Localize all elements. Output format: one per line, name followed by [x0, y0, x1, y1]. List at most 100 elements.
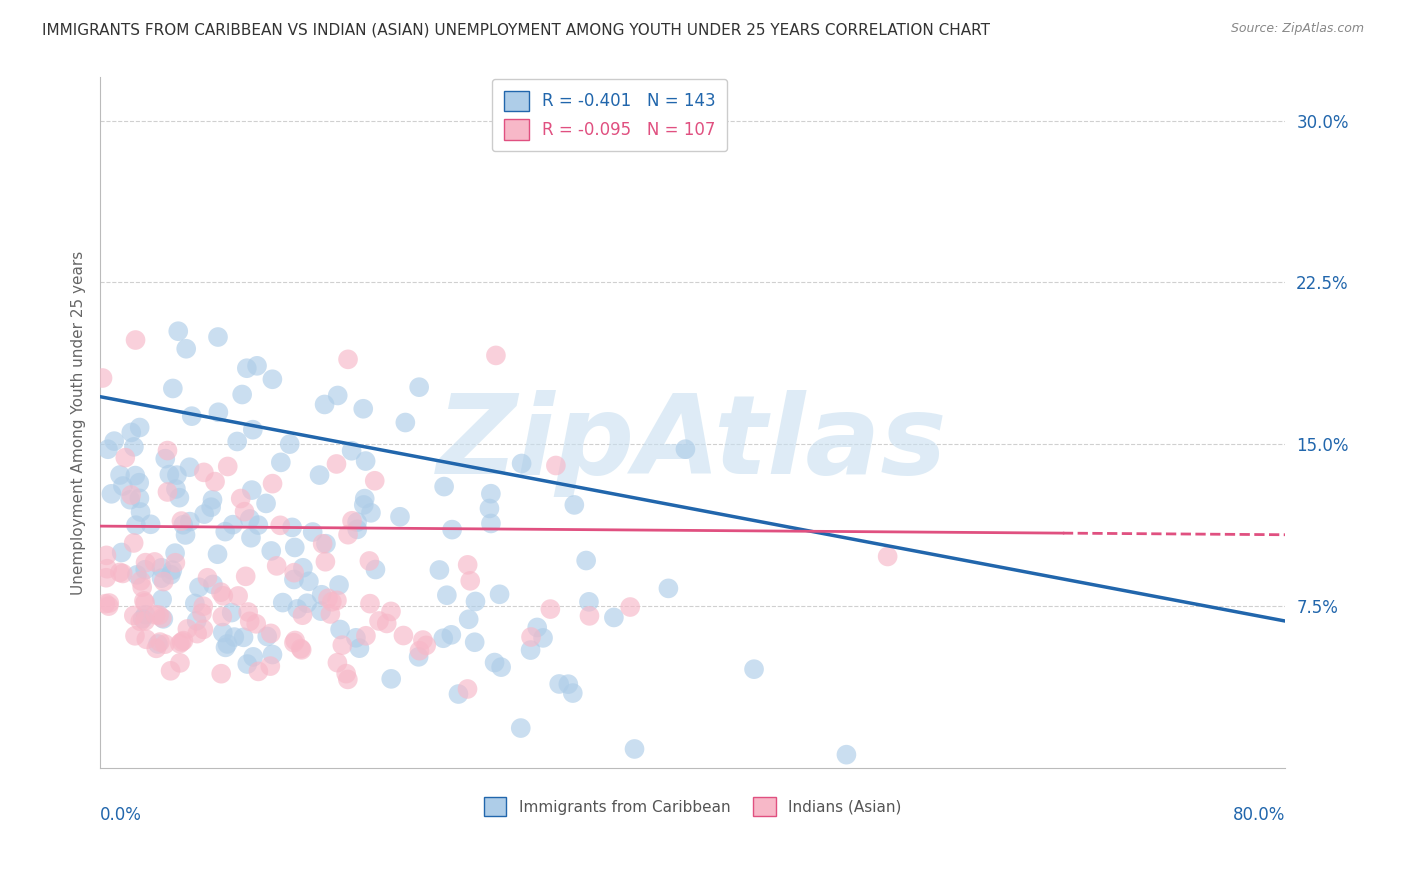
Point [281, 520, 304, 534]
Point [283, 635, 305, 649]
Point [153, 637, 176, 651]
Point [436, 588, 458, 602]
Point [155, 451, 177, 466]
Point [209, 666, 232, 681]
Point [440, 628, 463, 642]
Point [145, 641, 167, 656]
Point [544, 458, 567, 473]
Point [96, 562, 118, 576]
Point [157, 467, 180, 482]
Y-axis label: Unemployment Among Youth under 25 years: Unemployment Among Youth under 25 years [72, 251, 86, 595]
Point [120, 425, 142, 440]
Point [619, 600, 641, 615]
Point [562, 498, 585, 512]
Point [188, 580, 211, 594]
Point [433, 479, 456, 493]
Point [129, 574, 152, 588]
Point [364, 474, 387, 488]
Point [262, 476, 284, 491]
Point [207, 547, 229, 561]
Point [91, 371, 114, 385]
Point [262, 372, 284, 386]
Point [239, 512, 262, 526]
Point [380, 672, 402, 686]
Point [98, 596, 121, 610]
Point [131, 580, 153, 594]
Point [166, 468, 188, 483]
Point [197, 571, 219, 585]
Point [285, 602, 308, 616]
Point [245, 616, 267, 631]
Point [96, 571, 118, 585]
Point [457, 558, 479, 572]
Point [135, 556, 157, 570]
Point [120, 488, 142, 502]
Point [360, 506, 382, 520]
Point [150, 561, 173, 575]
Point [392, 628, 415, 642]
Point [441, 523, 464, 537]
Point [271, 596, 294, 610]
Point [131, 612, 153, 626]
Point [259, 659, 281, 673]
Point [368, 614, 391, 628]
Point [359, 597, 381, 611]
Point [214, 640, 236, 655]
Point [143, 555, 166, 569]
Point [531, 631, 554, 645]
Point [835, 747, 858, 762]
Point [134, 563, 156, 577]
Point [180, 409, 202, 424]
Point [111, 479, 134, 493]
Point [242, 423, 264, 437]
Point [388, 509, 411, 524]
Point [575, 553, 598, 567]
Text: IMMIGRANTS FROM CARIBBEAN VS INDIAN (ASIAN) UNEMPLOYMENT AMONG YOUTH UNDER 25 YE: IMMIGRANTS FROM CARIBBEAN VS INDIAN (ASI… [42, 22, 990, 37]
Point [231, 387, 253, 401]
Point [152, 612, 174, 626]
Point [240, 531, 263, 545]
Point [193, 507, 215, 521]
Point [150, 571, 173, 585]
Point [429, 563, 451, 577]
Point [415, 638, 437, 652]
Point [485, 348, 508, 362]
Point [308, 468, 330, 483]
Point [100, 487, 122, 501]
Point [200, 500, 222, 515]
Point [129, 505, 152, 519]
Point [201, 492, 224, 507]
Text: ZipAtlas: ZipAtlas [437, 390, 948, 497]
Point [346, 522, 368, 536]
Point [174, 342, 197, 356]
Point [162, 563, 184, 577]
Point [212, 589, 235, 603]
Point [211, 609, 233, 624]
Point [156, 443, 179, 458]
Point [298, 574, 321, 589]
Point [603, 610, 626, 624]
Point [204, 475, 226, 489]
Point [235, 569, 257, 583]
Point [457, 681, 479, 696]
Point [380, 604, 402, 618]
Point [149, 635, 172, 649]
Point [319, 607, 342, 621]
Point [519, 643, 541, 657]
Point [311, 588, 333, 602]
Point [134, 607, 156, 622]
Point [509, 721, 531, 735]
Point [673, 442, 696, 457]
Point [207, 330, 229, 344]
Point [408, 649, 430, 664]
Legend: Immigrants from Caribbean, Indians (Asian): Immigrants from Caribbean, Indians (Asia… [478, 791, 908, 822]
Point [283, 566, 305, 580]
Point [344, 631, 367, 645]
Point [408, 380, 430, 394]
Point [135, 632, 157, 647]
Point [179, 515, 201, 529]
Point [221, 606, 243, 620]
Point [120, 492, 142, 507]
Point [129, 615, 152, 629]
Point [111, 566, 134, 581]
